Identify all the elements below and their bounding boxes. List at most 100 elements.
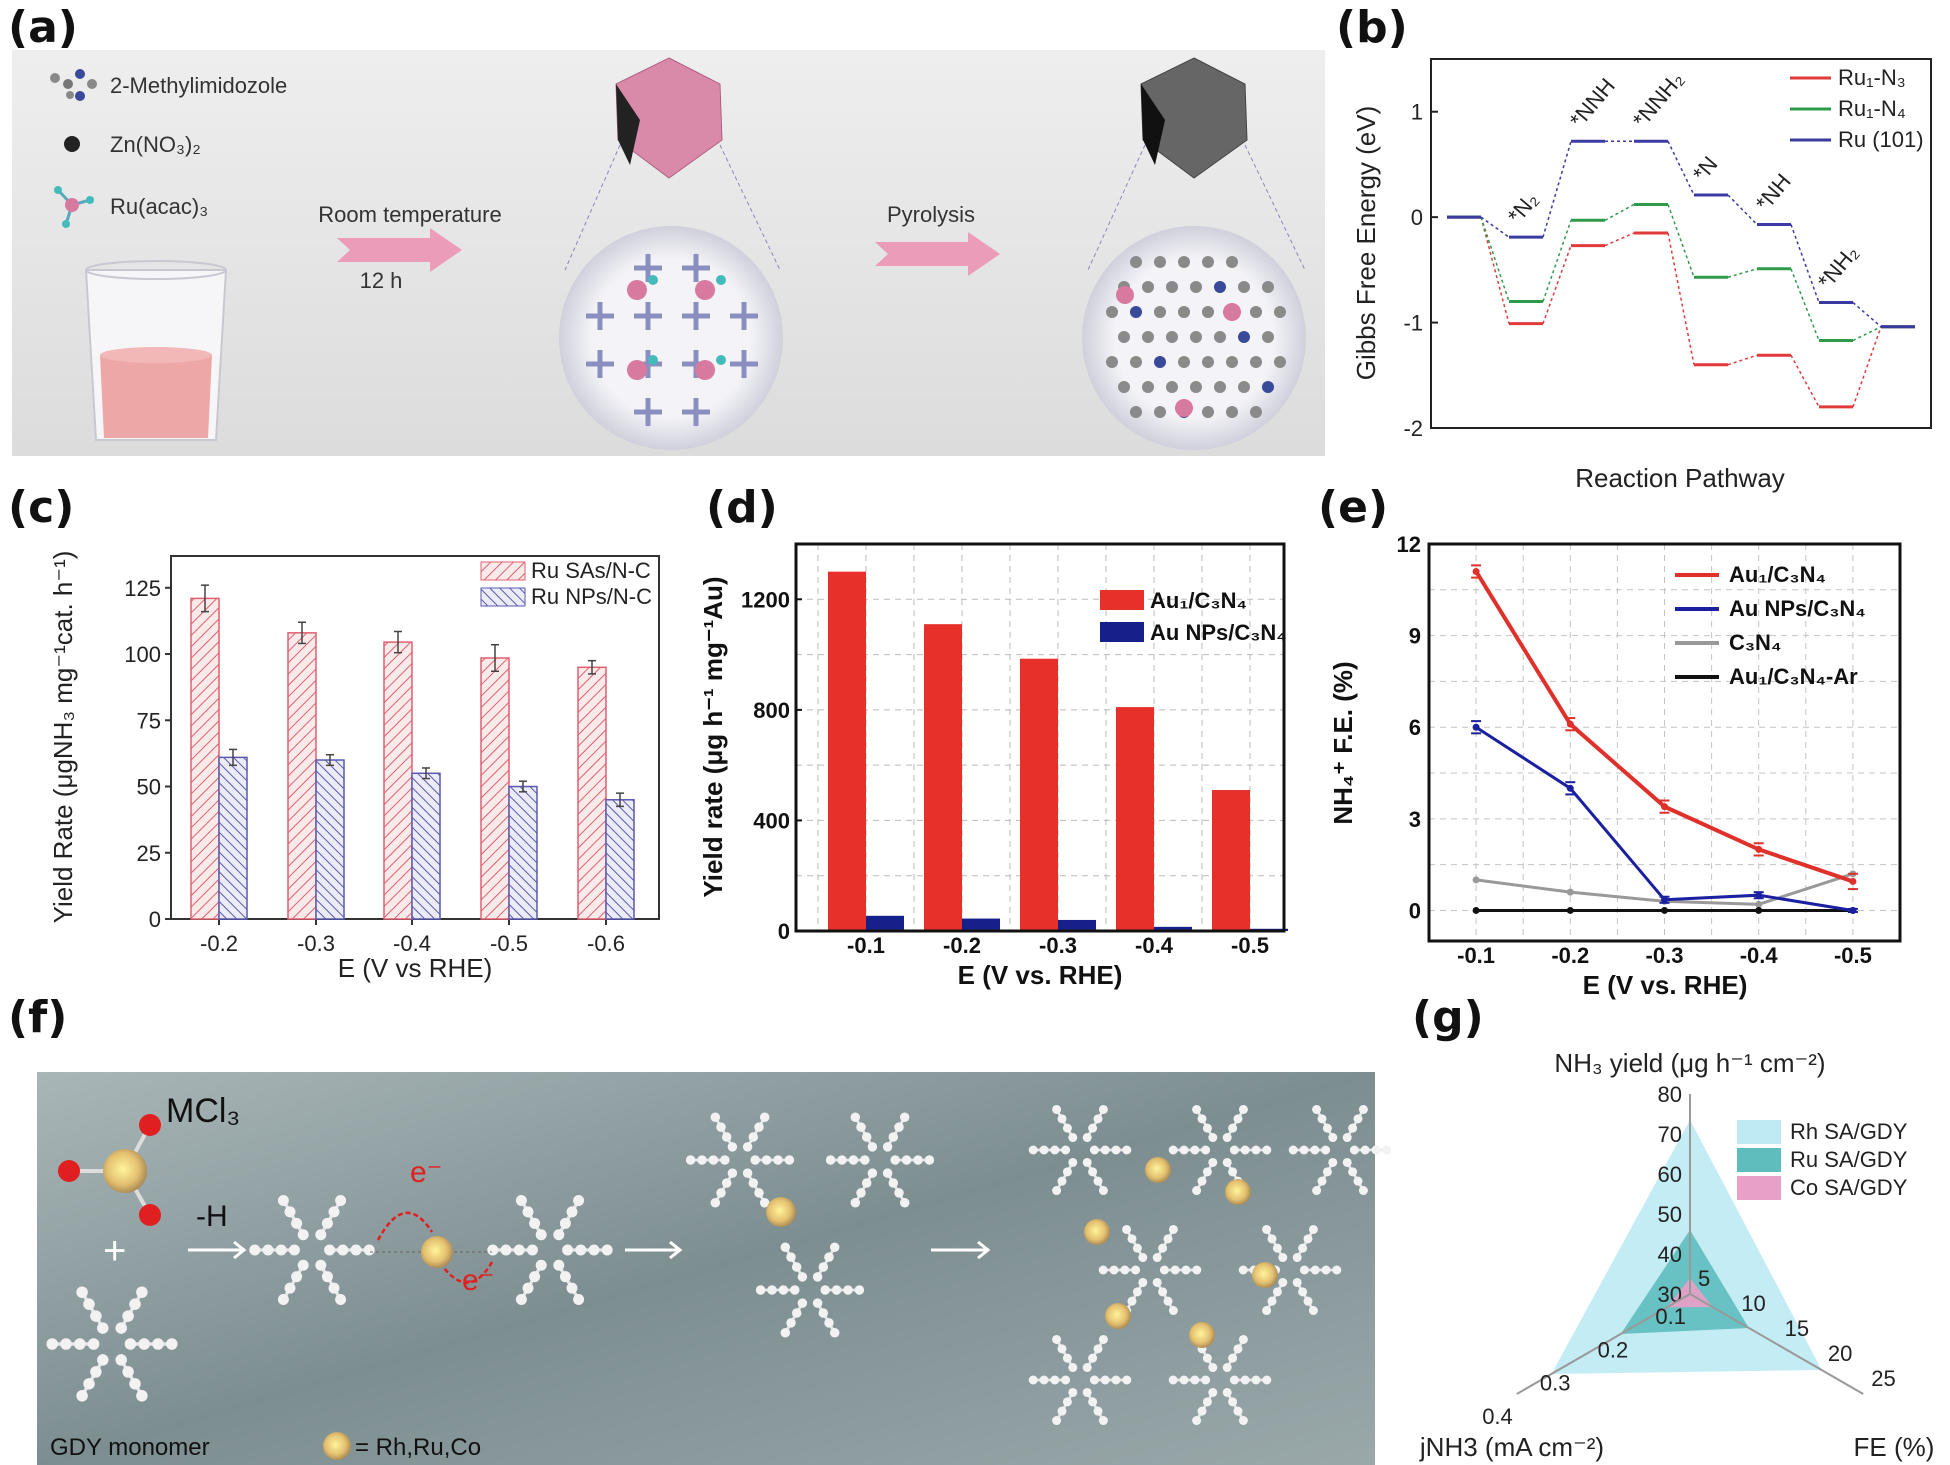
carbon-atom: [890, 1155, 900, 1165]
carbon-atom: [710, 1198, 721, 1208]
carbon-atom: [522, 1282, 534, 1294]
carbon-atom: [136, 1286, 148, 1298]
metal-atom: [1105, 1303, 1131, 1329]
carbon-atom: [818, 1262, 829, 1272]
carbon-atom: [46, 1338, 58, 1350]
carbon-atom: [1238, 1265, 1248, 1275]
carbon-atom: [1262, 1375, 1272, 1385]
carbon-atom: [1303, 1296, 1313, 1306]
y-tick-label: 1200: [741, 587, 790, 612]
alkyne-bond: [1086, 1161, 1105, 1192]
metal-atom-icon: [323, 1432, 351, 1460]
carbon-atom: [1371, 1145, 1381, 1155]
carbon-atom: [1152, 1253, 1162, 1263]
carbon-atom: [742, 1168, 753, 1178]
carbon-atom: [1272, 1243, 1282, 1253]
gdy-unit: [1168, 1104, 1272, 1196]
lattice-atom: [1202, 256, 1214, 268]
bar: [411, 772, 441, 920]
metal-atom: [1084, 1219, 1110, 1245]
legend-label: Au₁/C₃N₄-Ar: [1729, 664, 1858, 689]
carbon-atom: [1208, 1363, 1218, 1373]
lattice-atom: [1118, 331, 1130, 343]
zif-polyhedron-face: [616, 84, 640, 165]
zoom-line: [564, 144, 621, 271]
carbon-atom: [1100, 1145, 1110, 1155]
x-tick-label: -0.6: [587, 931, 625, 956]
energy-connector: [1667, 232, 1695, 365]
beaker-icon: [84, 260, 228, 441]
legend-swatch: [1100, 590, 1144, 610]
ru-acac-icon: [54, 186, 94, 228]
alkyne-bond: [746, 1116, 766, 1148]
carbon-atom: [1098, 1104, 1108, 1114]
carbon-atom: [1068, 1133, 1078, 1143]
y-tick-label: 75: [137, 708, 161, 733]
bar: [1020, 658, 1058, 931]
legend-label: Ru NPs/N-C: [531, 584, 652, 609]
data-point: [1755, 891, 1763, 899]
carbon-atom: [1138, 1277, 1148, 1287]
panel-label-b: (b): [1336, 2, 1408, 53]
carbon-atom: [818, 1308, 829, 1318]
lattice-atom: [1238, 331, 1250, 343]
bar: [1058, 919, 1096, 931]
carbon-atom: [1342, 1133, 1352, 1143]
x-tick-label: -0.4: [1740, 943, 1779, 968]
energy-connector: [1667, 204, 1695, 278]
panel-label-f: (f): [8, 992, 67, 1043]
carbon-atom: [275, 1244, 287, 1256]
carbon-atom: [1208, 1133, 1218, 1143]
carbon-atom: [716, 1188, 726, 1198]
bar: [383, 641, 413, 920]
carbon-atom: [90, 1310, 102, 1322]
carbon-atom: [1057, 1176, 1067, 1186]
carbon-atom: [1062, 1353, 1072, 1363]
carbon-atom: [1062, 1123, 1072, 1133]
carbon-atom: [888, 1178, 899, 1188]
carbon-atom: [129, 1378, 141, 1390]
carbon-atom: [515, 1294, 527, 1306]
carbon-atom: [1262, 1145, 1272, 1155]
carbon-atom: [716, 1122, 726, 1132]
carbon-atom: [335, 1194, 347, 1206]
state-label: *N: [1688, 151, 1723, 186]
carbon-atom: [1317, 1176, 1327, 1186]
acac-ligand: [648, 355, 658, 365]
gdy-structures: [46, 1104, 1392, 1426]
carbon-atom: [321, 1271, 333, 1283]
carbon-atom: [720, 1155, 730, 1165]
radar-axis-title: NH₃ yield (μg h⁻¹ cm⁻²): [1554, 1048, 1825, 1078]
alkyne-bond: [746, 1172, 766, 1204]
carbon-atom: [848, 1155, 859, 1165]
carbon-atom: [1222, 1157, 1232, 1167]
carbon-atom: [1202, 1397, 1212, 1407]
carbon-atom: [559, 1217, 571, 1229]
carbon-atom: [894, 1188, 904, 1198]
carbon-atom: [515, 1194, 527, 1206]
alkyne-bond: [854, 1116, 874, 1148]
gdy-unit: [1288, 1104, 1392, 1196]
carbon-atom: [1082, 1387, 1092, 1397]
legend-swatch: [480, 587, 526, 607]
carbon-atom: [1181, 1265, 1191, 1275]
carbon-atom: [1028, 1375, 1038, 1385]
zif-node: [634, 398, 662, 426]
carbon-atom: [1312, 1186, 1322, 1196]
radar-tick-label: 5: [1698, 1266, 1710, 1291]
carbon-atom: [861, 1178, 872, 1188]
carbon-atom: [786, 1318, 796, 1328]
y-tick-label: 800: [753, 698, 790, 723]
zif-node: [682, 302, 710, 330]
carbon-atom: [1127, 1234, 1137, 1244]
ru-atom: [695, 280, 715, 300]
carbon-atom: [888, 1132, 899, 1142]
carbon-atom: [1050, 1145, 1060, 1155]
bar: [1154, 926, 1192, 931]
carbon-atom: [721, 1132, 732, 1142]
plot-frame: [794, 542, 1286, 933]
carbon-atom: [1082, 1363, 1092, 1373]
bar: [577, 666, 607, 920]
bar: [924, 624, 962, 931]
carbon-atom: [1068, 1363, 1078, 1373]
